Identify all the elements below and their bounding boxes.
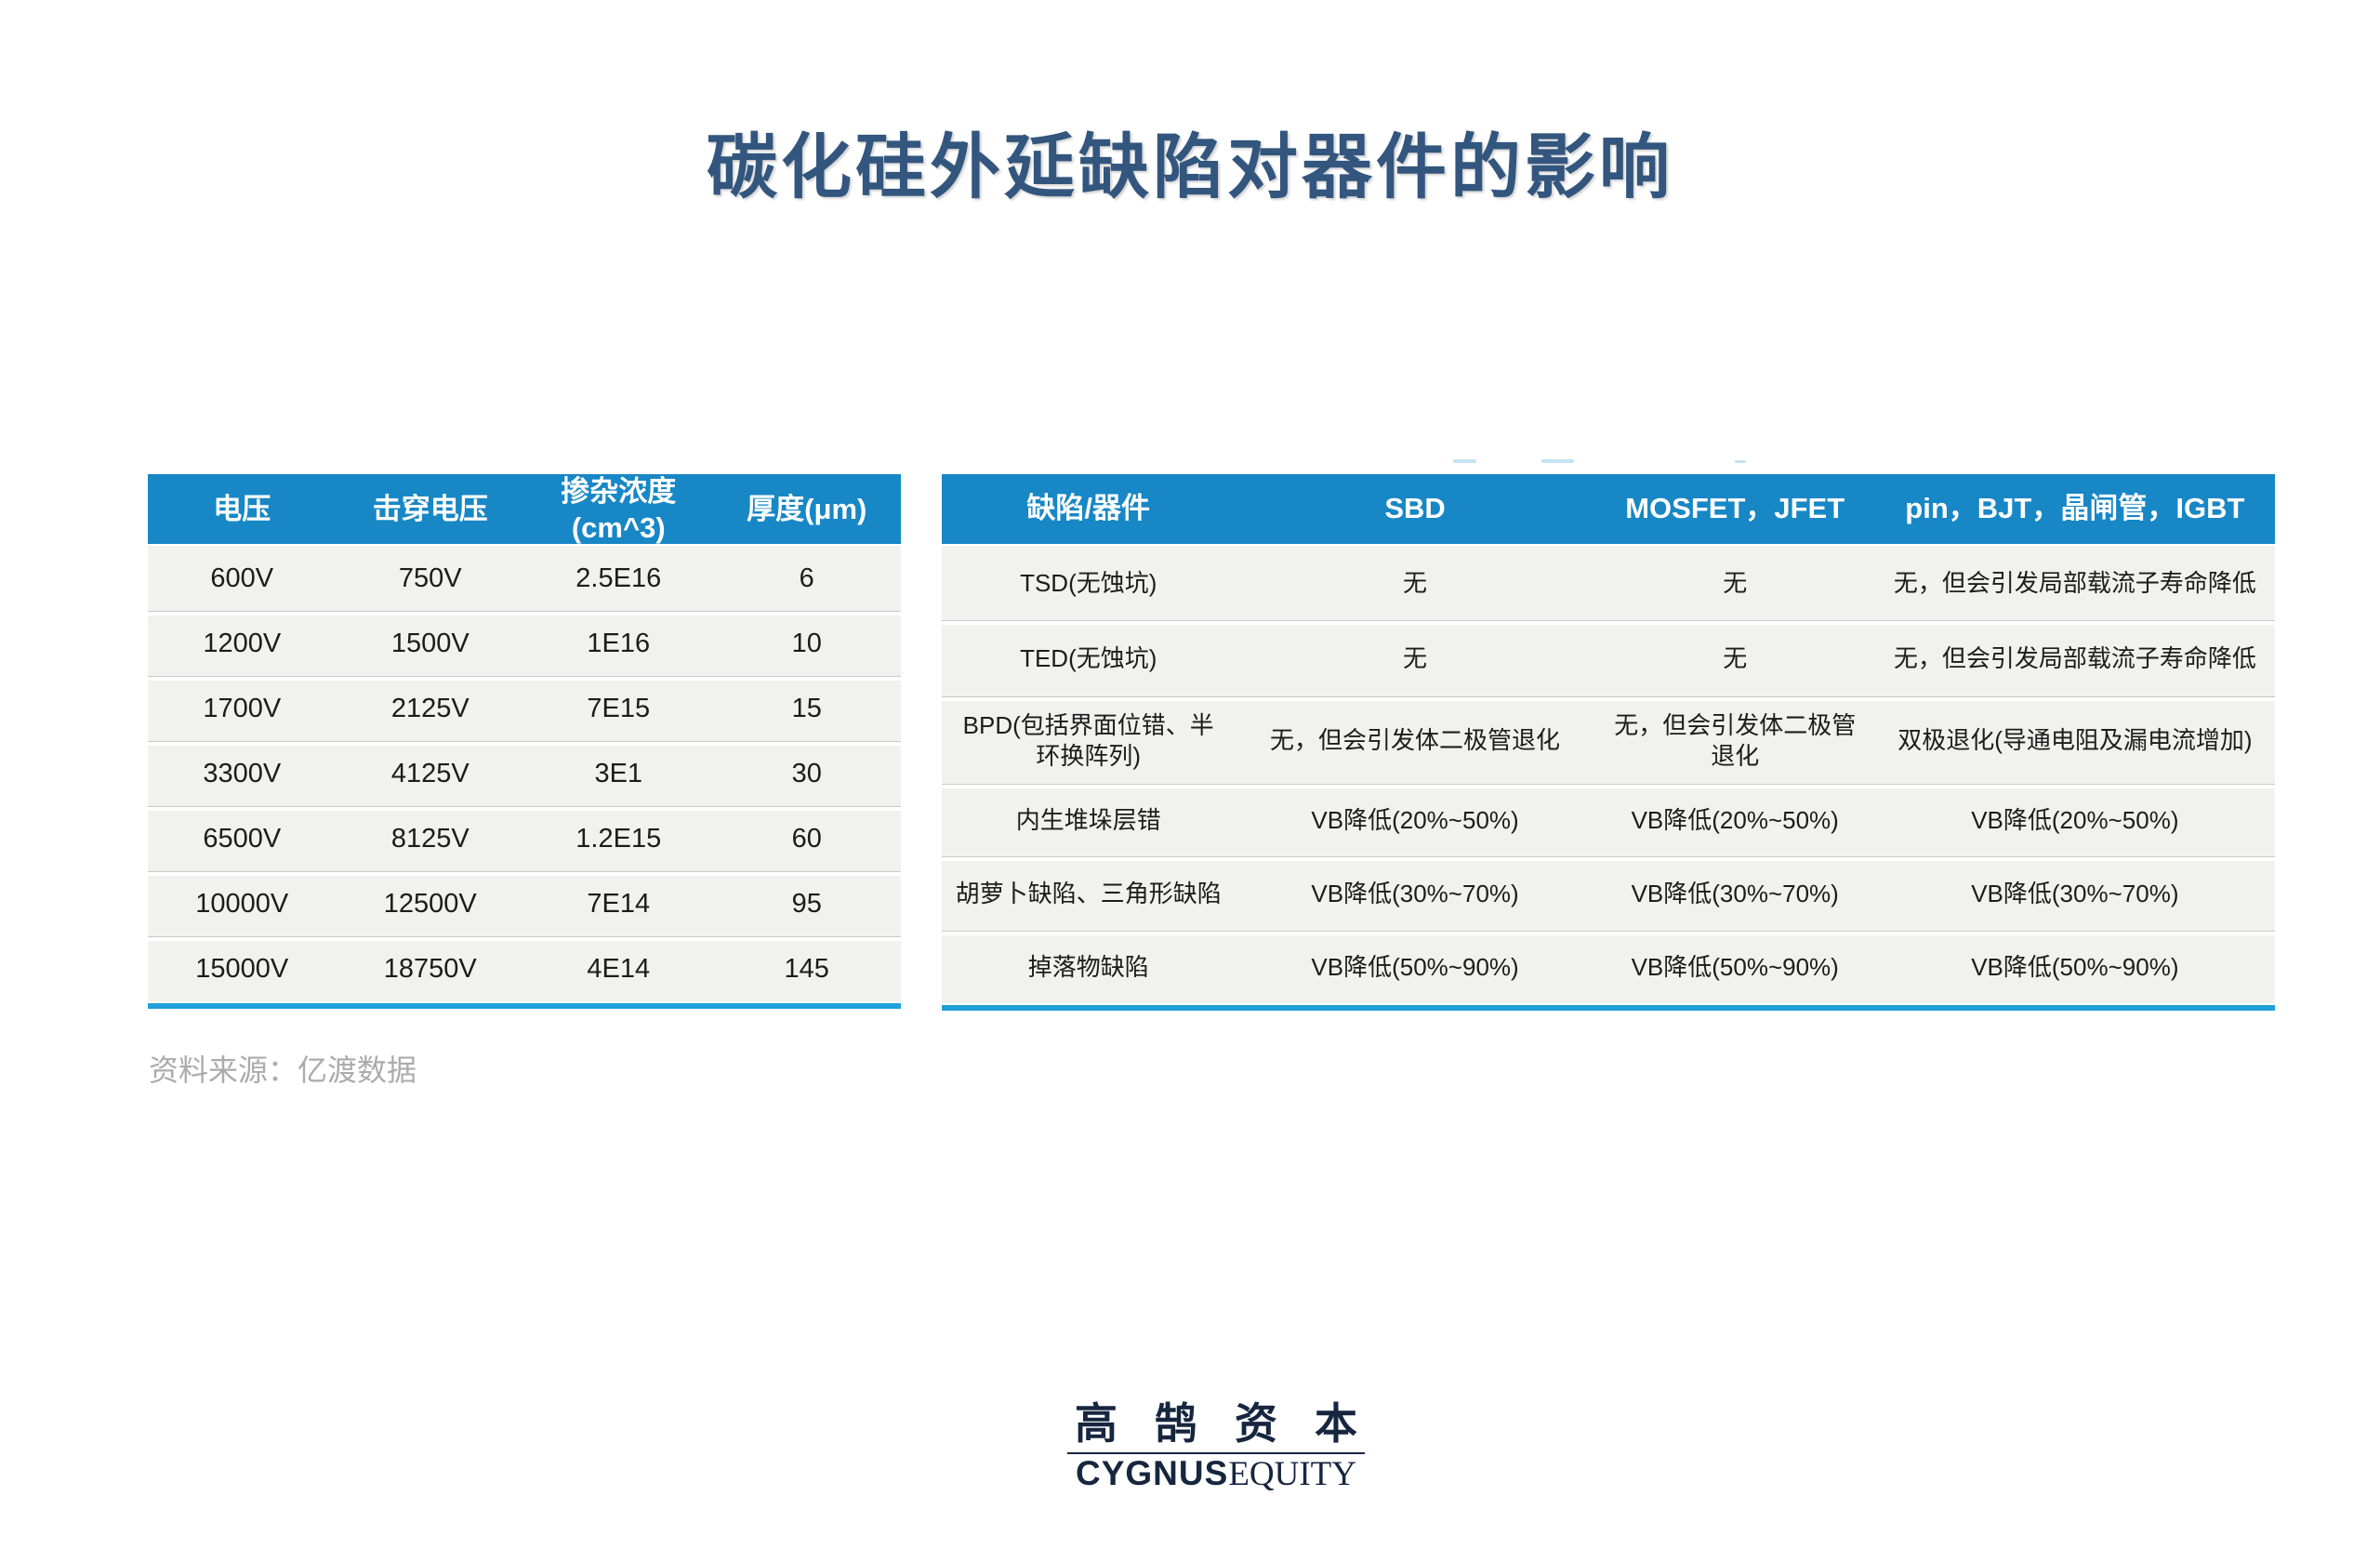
table-cell: 无，但会引发体二极管退化 bbox=[1270, 726, 1561, 755]
column-header: 电压 bbox=[213, 493, 271, 526]
table-cell: 4E14 bbox=[587, 954, 651, 985]
logo-text-equity: EQUITY bbox=[1228, 1455, 1356, 1494]
table-row: 掉落物缺陷 VB降低(50%~90%) VB降低(50%~90%) VB降低(5… bbox=[942, 931, 2275, 1003]
voltage-table-body: 600V 750V 2.5E16 6 1200V 1500V 1E16 10 1… bbox=[148, 546, 901, 1001]
table-accent-line bbox=[942, 1005, 2275, 1011]
table-row: 内生堆垛层错 VB降低(20%~50%) VB降低(20%~50%) VB降低(… bbox=[942, 784, 2275, 856]
column-header: 厚度(μm) bbox=[747, 493, 867, 526]
table-cell: 无 bbox=[1403, 644, 1428, 673]
defect-table-header: 缺陷/器件 SBD MOSFET，JFET pin，BJT，晶闸管，IGBT bbox=[942, 474, 2275, 544]
table-row: 胡萝卜缺陷、三角形缺陷 VB降低(30%~70%) VB降低(30%~70%) … bbox=[942, 856, 2275, 931]
table-cell: 胡萝卜缺陷、三角形缺陷 bbox=[955, 880, 1222, 908]
column-header: 掺杂浓度 (cm^3) bbox=[561, 475, 677, 544]
table-cell: VB降低(30%~70%) bbox=[1971, 880, 2179, 908]
table-cell: 95 bbox=[791, 889, 822, 920]
table-cell: 2.5E16 bbox=[575, 563, 662, 593]
table-cell: 15000V bbox=[195, 954, 289, 985]
table-cell: 掉落物缺陷 bbox=[1027, 953, 1149, 982]
table-row: 6500V 8125V 1.2E15 60 bbox=[148, 806, 901, 871]
logo-divider bbox=[1067, 1452, 1365, 1455]
table-cell: 无，但会引发局部载流子寿命降低 bbox=[1893, 644, 2256, 673]
table-cell: 18750V bbox=[383, 954, 477, 985]
table-cell: 双极退化(导通电阻及漏电流增加) bbox=[1897, 726, 2253, 755]
table-cell: 2125V bbox=[390, 694, 469, 724]
table-cell: 无，但会引发体二极管退化 bbox=[1614, 711, 1857, 770]
table-cell: 60 bbox=[791, 824, 822, 854]
table-cell: 10 bbox=[791, 629, 822, 659]
table-cell: VB降低(20%~50%) bbox=[1311, 806, 1519, 835]
table-cell: 30 bbox=[791, 759, 822, 789]
table-cell: 7E15 bbox=[587, 694, 651, 724]
table-cell: 750V bbox=[398, 563, 462, 593]
table-cell: 1500V bbox=[390, 629, 469, 659]
table-cell: TED(无蚀坑) bbox=[1020, 644, 1157, 673]
voltage-table-header: 电压 击穿电压 掺杂浓度 (cm^3) 厚度(μm) bbox=[148, 474, 901, 544]
table-cell: 6500V bbox=[203, 824, 282, 854]
defect-table: 缺陷/器件 SBD MOSFET，JFET pin，BJT，晶闸管，IGBT T… bbox=[942, 474, 2275, 1011]
table-cell: 无，但会引发局部载流子寿命降低 bbox=[1893, 568, 2256, 597]
table-cell: VB降低(50%~90%) bbox=[1971, 953, 2179, 982]
table-cell: 7E14 bbox=[587, 889, 651, 920]
table-cell: VB降低(30%~70%) bbox=[1311, 880, 1519, 908]
voltage-table: 电压 击穿电压 掺杂浓度 (cm^3) 厚度(μm) 600V 750V 2.5… bbox=[148, 474, 901, 1009]
company-logo: 高鹄资本 CYGNUSEQUITY bbox=[1067, 1401, 1365, 1494]
table-cell: 4125V bbox=[390, 759, 469, 789]
column-header: pin，BJT，晶闸管，IGBT bbox=[1905, 492, 2245, 525]
table-cell: 1.2E15 bbox=[575, 824, 662, 854]
table-row: 1200V 1500V 1E16 10 bbox=[148, 611, 901, 676]
table-row: TSD(无蚀坑) 无 无 无，但会引发局部载流子寿命降低 bbox=[942, 546, 2275, 620]
faint-artifact bbox=[1541, 459, 1574, 463]
company-logo-chinese: 高鹄资本 bbox=[1075, 1400, 1395, 1448]
faint-artifact bbox=[1735, 460, 1746, 463]
table-cell: 无 bbox=[1403, 568, 1428, 597]
table-cell: 10000V bbox=[195, 889, 289, 920]
table-cell: 无 bbox=[1723, 568, 1748, 597]
table-cell: VB降低(50%~90%) bbox=[1311, 953, 1519, 982]
table-row: 10000V 12500V 7E14 95 bbox=[148, 871, 901, 936]
table-row: 15000V 18750V 4E14 145 bbox=[148, 936, 901, 1001]
table-cell: 145 bbox=[784, 954, 829, 985]
table-cell: 600V bbox=[210, 563, 274, 593]
table-row: 3300V 4125V 3E1 30 bbox=[148, 741, 901, 806]
table-cell: VB降低(20%~50%) bbox=[1971, 806, 2179, 835]
table-cell: 3E1 bbox=[594, 759, 643, 789]
table-row: 600V 750V 2.5E16 6 bbox=[148, 546, 901, 611]
table-cell: 8125V bbox=[390, 824, 469, 854]
defect-table-body: TSD(无蚀坑) 无 无 无，但会引发局部载流子寿命降低 TED(无蚀坑) 无 … bbox=[942, 546, 2275, 1003]
table-cell: 15 bbox=[791, 694, 822, 724]
table-cell: 12500V bbox=[383, 889, 477, 920]
column-header: 缺陷/器件 bbox=[1026, 492, 1151, 525]
table-cell: 内生堆垛层错 bbox=[1015, 806, 1161, 835]
table-row: TED(无蚀坑) 无 无 无，但会引发局部载流子寿命降低 bbox=[942, 620, 2275, 696]
table-cell: 3300V bbox=[203, 759, 282, 789]
logo-text-cygnus: CYGNUS bbox=[1076, 1454, 1229, 1493]
faint-artifact bbox=[1453, 459, 1476, 463]
source-note: 资料来源：亿渡数据 bbox=[149, 1053, 417, 1087]
table-cell: 1700V bbox=[203, 694, 282, 724]
table-accent-line bbox=[148, 1003, 901, 1009]
table-cell: BPD(包括界面位错、半环换阵列) bbox=[962, 711, 1214, 770]
column-header: 击穿电压 bbox=[372, 493, 488, 526]
table-cell: 6 bbox=[799, 563, 814, 593]
table-cell: 无 bbox=[1723, 644, 1748, 673]
table-row: BPD(包括界面位错、半环换阵列) 无，但会引发体二极管退化 无，但会引发体二极… bbox=[942, 696, 2275, 784]
table-row: 1700V 2125V 7E15 15 bbox=[148, 676, 901, 741]
page-title: 碳化硅外延缺陷对器件的影响 bbox=[707, 128, 1673, 207]
table-cell: VB降低(50%~90%) bbox=[1631, 953, 1839, 982]
table-cell: TSD(无蚀坑) bbox=[1020, 568, 1157, 597]
table-cell: VB降低(30%~70%) bbox=[1631, 880, 1839, 908]
column-header: SBD bbox=[1384, 492, 1446, 525]
company-logo-english: CYGNUSEQUITY bbox=[1067, 1454, 1365, 1494]
table-cell: VB降低(20%~50%) bbox=[1631, 806, 1839, 835]
column-header: MOSFET，JFET bbox=[1625, 492, 1845, 525]
table-cell: 1E16 bbox=[587, 629, 651, 659]
table-cell: 1200V bbox=[203, 629, 282, 659]
